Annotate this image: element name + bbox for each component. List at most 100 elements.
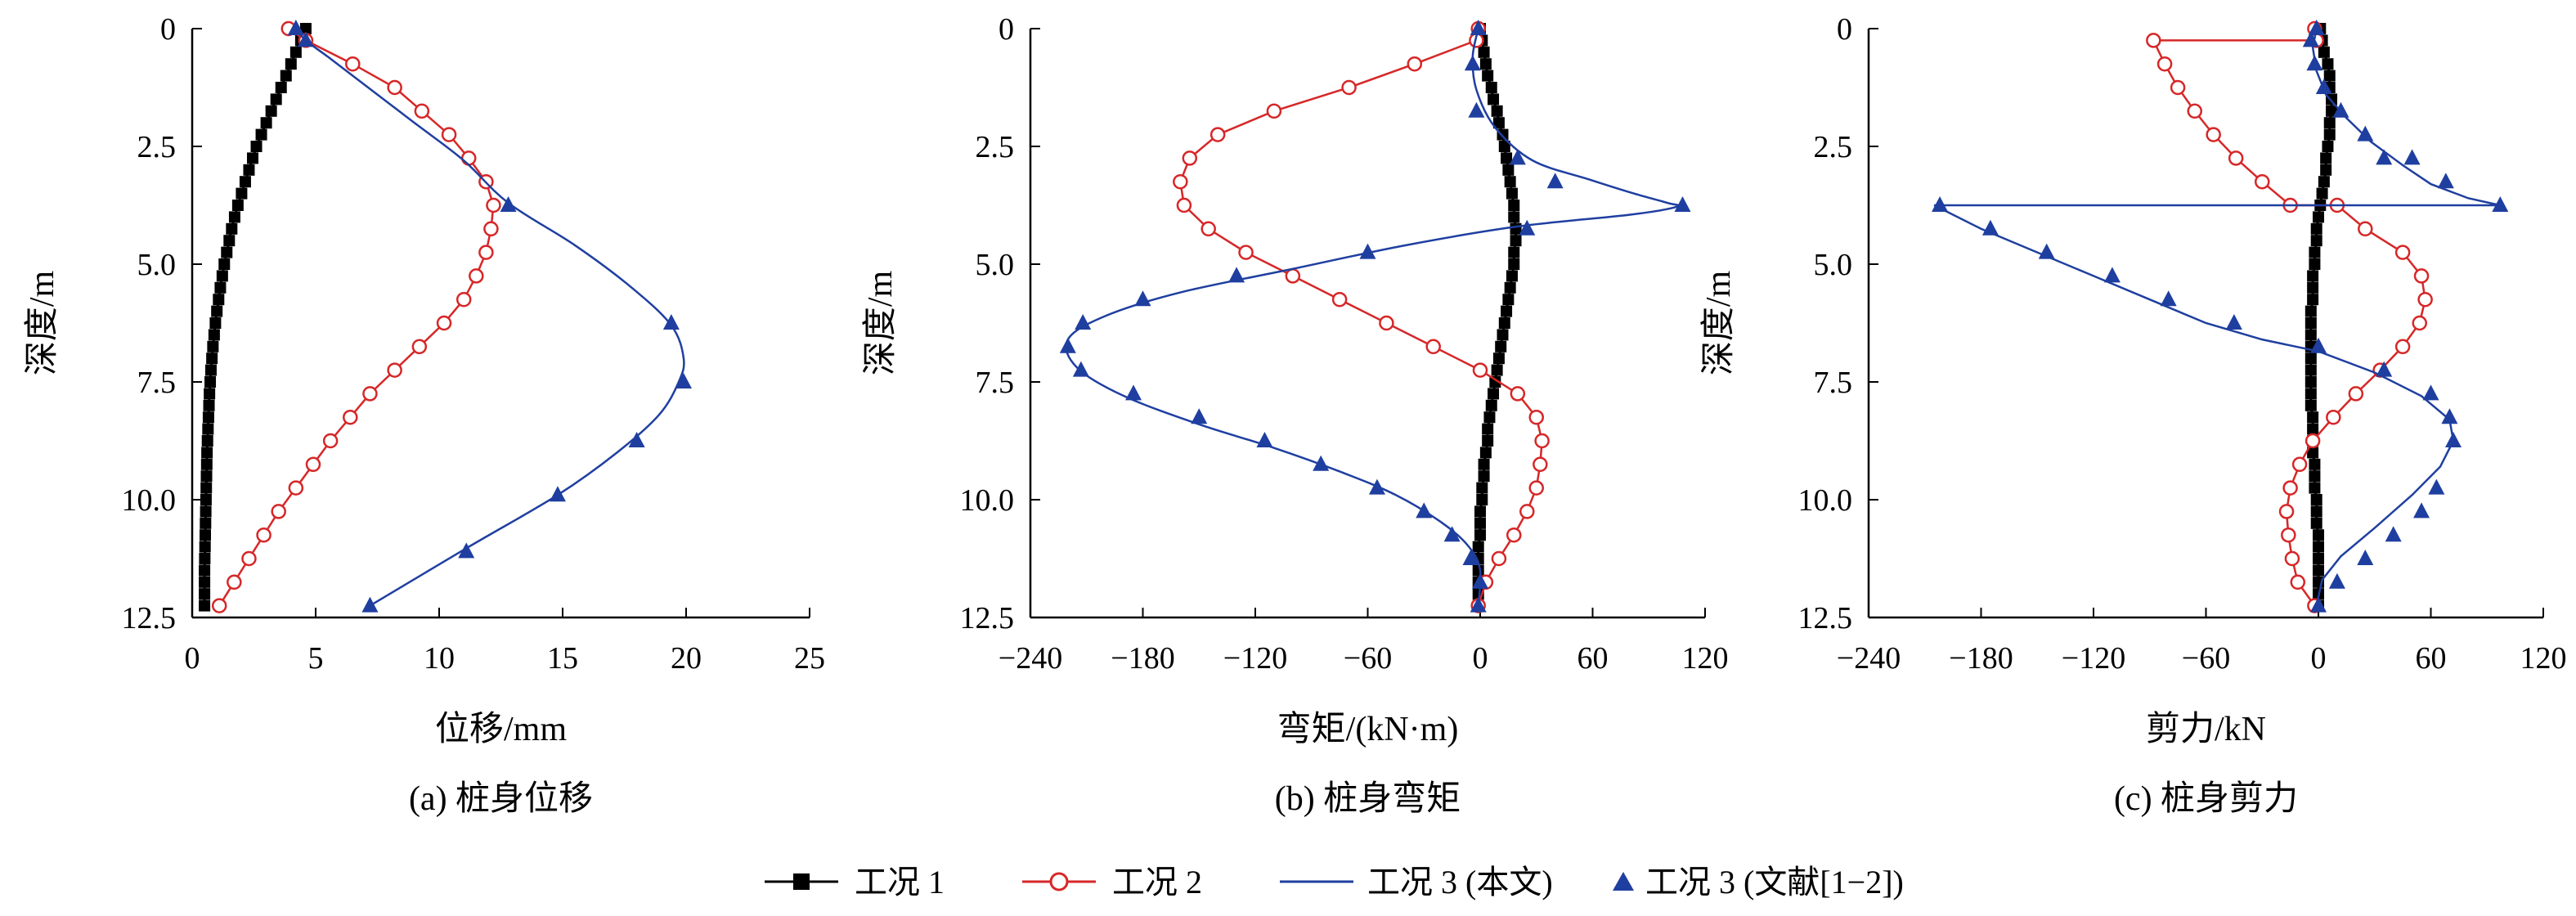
panel-caption: (a) 桩身位移 xyxy=(409,779,593,818)
data-point xyxy=(200,482,213,494)
data-point xyxy=(1528,409,1544,425)
data-point xyxy=(1495,340,1507,352)
data-point xyxy=(2326,105,2338,117)
data-point xyxy=(200,458,213,470)
data-point xyxy=(256,527,272,543)
data-point xyxy=(469,268,484,284)
data-point xyxy=(2304,399,2317,411)
y-tick-label: 10.0 xyxy=(122,483,177,518)
data-point xyxy=(1464,55,1481,71)
data-point xyxy=(2441,408,2458,424)
data-point xyxy=(1478,46,1490,58)
data-point xyxy=(1482,423,1494,435)
data-point xyxy=(1506,187,1518,200)
data-point xyxy=(209,317,222,329)
data-point xyxy=(2376,149,2393,165)
data-point xyxy=(1491,550,1507,567)
data-point xyxy=(2282,480,2298,496)
panel-caption: (c) 桩身剪力 xyxy=(2114,780,2298,818)
data-point xyxy=(200,470,213,483)
series-4 xyxy=(1059,20,1691,613)
series-3 xyxy=(1065,28,1681,606)
data-point xyxy=(2357,125,2374,141)
data-point xyxy=(202,411,214,424)
data-point xyxy=(211,305,223,317)
data-point xyxy=(288,480,304,496)
panel-1: 0 5 10 15 20 25 0 2.5 5.0 7.5 10.0 12.5 位移/mm 深度/m (a)… xyxy=(24,12,825,818)
data-point xyxy=(218,258,231,270)
data-point xyxy=(628,432,645,447)
panel-3: −240 −180 −120 −60 0 60 120 0 2.5 5.0 7.5 10.0 12.5 剪… xyxy=(1700,12,2567,818)
y-tick-label: 2.5 xyxy=(137,130,177,164)
x-tick-label: 5 xyxy=(308,641,324,676)
data-point xyxy=(1313,455,1330,471)
data-point xyxy=(1498,141,1510,152)
data-point xyxy=(2038,243,2055,259)
data-point xyxy=(1501,305,1513,317)
data-point xyxy=(414,103,430,119)
y-tick-label: 5.0 xyxy=(1814,248,1853,282)
legend-label-2: 工况 2 xyxy=(1112,864,1202,900)
data-point xyxy=(2304,305,2317,317)
data-point xyxy=(1485,82,1497,93)
data-point xyxy=(2304,329,2317,341)
data-point xyxy=(227,574,242,590)
y-tick-label: 10.0 xyxy=(960,483,1015,518)
data-point xyxy=(1331,291,1348,308)
data-point xyxy=(1508,258,1520,270)
data-point xyxy=(1510,222,1522,235)
data-point xyxy=(662,314,680,330)
x-tick-label: −180 xyxy=(1111,641,1174,676)
data-point xyxy=(387,362,402,378)
data-point xyxy=(1502,164,1515,176)
data-point xyxy=(2348,386,2364,402)
data-point xyxy=(2320,164,2332,176)
data-point xyxy=(1407,56,1423,72)
data-point xyxy=(206,352,218,365)
data-point xyxy=(1266,103,1282,119)
y-tick-label: 10.0 xyxy=(1798,483,1853,518)
data-point xyxy=(2310,505,2322,518)
data-point xyxy=(483,221,499,237)
x-tick-label: −60 xyxy=(2182,641,2230,676)
series-2 xyxy=(2146,20,2433,613)
data-point xyxy=(1528,480,1544,496)
data-point xyxy=(2306,55,2323,71)
series-line xyxy=(1933,28,2501,606)
data-point xyxy=(1501,152,1513,164)
data-point xyxy=(2394,339,2411,355)
data-point xyxy=(199,553,211,564)
data-point xyxy=(1256,432,1273,447)
data-point xyxy=(2417,291,2433,308)
data-point xyxy=(1470,20,1487,35)
data-point xyxy=(275,82,287,93)
data-point xyxy=(199,588,211,600)
data-point xyxy=(204,388,216,400)
series-4 xyxy=(287,20,692,613)
data-point xyxy=(199,541,211,553)
data-point xyxy=(1546,173,1564,189)
data-point xyxy=(2332,101,2349,118)
y-axis-label: 深度/m xyxy=(1700,271,1738,376)
data-point xyxy=(1474,529,1486,541)
data-point xyxy=(1492,352,1505,365)
data-point xyxy=(2385,526,2402,542)
data-point xyxy=(2313,541,2324,553)
data-point xyxy=(345,56,361,72)
x-tick-label: 60 xyxy=(1577,641,1609,676)
data-point xyxy=(1182,150,1198,166)
data-point xyxy=(2307,423,2319,435)
data-point xyxy=(2394,245,2411,260)
panel-caption: (b) 桩身弯矩 xyxy=(1275,779,1461,818)
series-line xyxy=(1065,28,1681,606)
data-point xyxy=(2413,502,2430,519)
data-point xyxy=(1200,221,1216,237)
data-point xyxy=(299,23,312,34)
data-point xyxy=(387,79,402,96)
data-point xyxy=(2313,564,2324,577)
legend-entry-4: 工况 3 (文献[1−2]) xyxy=(1613,864,1904,900)
data-point xyxy=(1485,399,1497,411)
data-point xyxy=(216,270,228,282)
data-point xyxy=(199,599,211,612)
